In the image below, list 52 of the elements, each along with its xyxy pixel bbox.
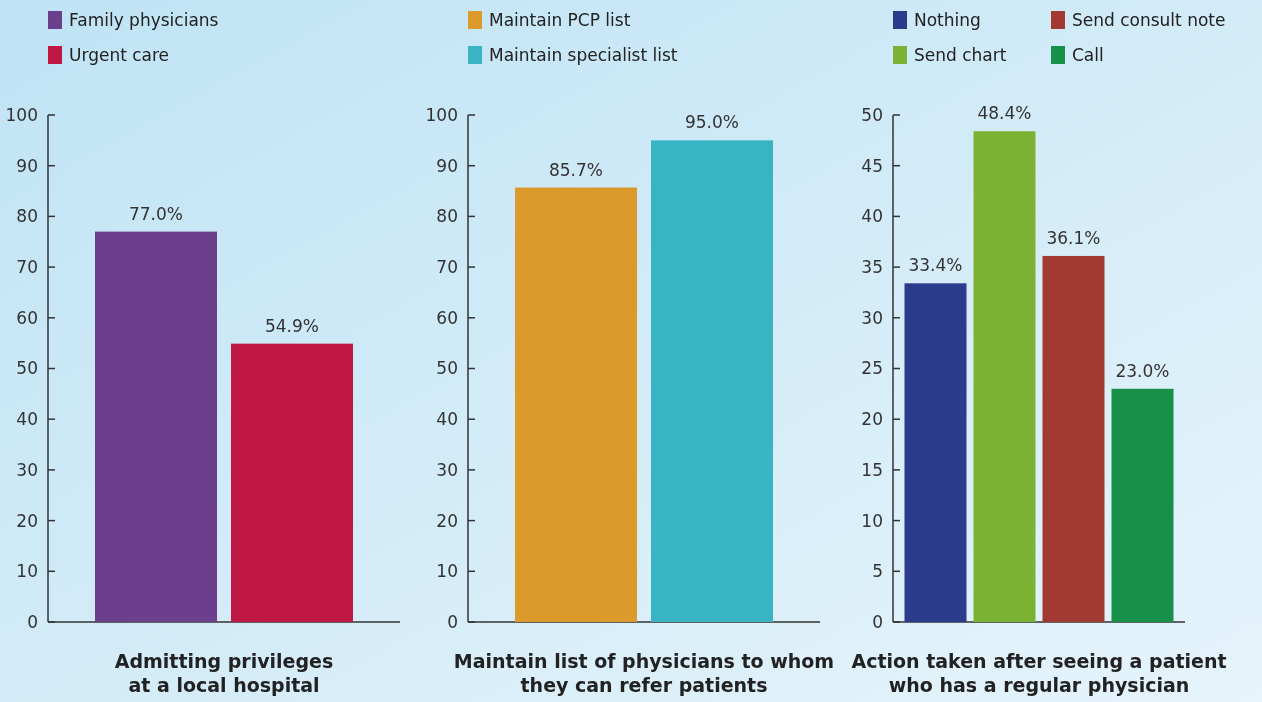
y-tick-label: 60	[436, 307, 458, 328]
data-label: 23.0%	[1115, 360, 1170, 381]
y-tick-label: 0	[872, 611, 883, 632]
y-tick-label: 40	[16, 409, 38, 430]
y-tick-label: 10	[436, 561, 458, 582]
y-tick-label: 70	[16, 257, 38, 278]
legend-label: Maintain specialist list	[489, 45, 678, 65]
data-label: 54.9%	[264, 315, 320, 336]
legend-label: Nothing	[914, 10, 981, 30]
y-tick-label: 0	[27, 611, 38, 632]
y-tick-label: 50	[861, 104, 883, 125]
y-tick-label: 0	[447, 611, 458, 632]
y-tick-label: 50	[436, 358, 458, 379]
data-label: 36.1%	[1046, 227, 1101, 248]
y-tick-label: 60	[16, 307, 38, 328]
y-tick-label: 90	[16, 155, 38, 176]
y-tick-label: 30	[16, 459, 38, 480]
x-axis-title: Admitting privileges at a local hospital	[114, 650, 334, 696]
data-label: 95.0%	[684, 112, 740, 133]
y-tick-label: 80	[436, 206, 458, 227]
y-tick-label: 50	[16, 358, 38, 379]
legend-label: Call	[1072, 45, 1104, 65]
y-tick-label: 30	[436, 459, 458, 480]
y-tick-label: 90	[436, 155, 458, 176]
data-label: 33.4%	[908, 255, 963, 276]
y-tick-label: 100	[5, 104, 38, 125]
data-label: 77.0%	[128, 203, 184, 224]
y-tick-label: 40	[861, 206, 883, 227]
y-tick-label: 20	[16, 510, 38, 531]
y-tick-label: 20	[861, 409, 883, 430]
y-tick-label: 40	[436, 409, 458, 430]
y-tick-label: 5	[872, 561, 883, 582]
y-tick-label: 100	[425, 104, 458, 125]
legend-label: Urgent care	[69, 45, 170, 65]
y-tick-label: 25	[861, 358, 883, 379]
y-tick-label: 10	[861, 510, 883, 531]
y-tick-label: 45	[861, 155, 883, 176]
y-tick-label: 70	[436, 257, 458, 278]
legend-label: Send chart	[914, 45, 1007, 65]
x-axis-title: Action taken after seeing a patient who has a regular physician	[851, 650, 1227, 696]
legend-label: Family physicians	[69, 10, 219, 30]
legend-label: Maintain PCP list	[489, 10, 631, 30]
y-tick-label: 80	[16, 206, 38, 227]
y-tick-label: 20	[436, 510, 458, 531]
x-axis-title: Maintain list of physicians to whom they can refer patients	[453, 650, 835, 696]
data-label: 85.7%	[548, 159, 604, 180]
y-tick-label: 35	[861, 257, 883, 278]
y-tick-label: 10	[16, 561, 38, 582]
y-tick-label: 15	[861, 459, 883, 480]
data-label: 48.4%	[977, 103, 1032, 124]
legend-label: Send consult note	[1072, 10, 1226, 30]
y-tick-label: 30	[861, 307, 883, 328]
